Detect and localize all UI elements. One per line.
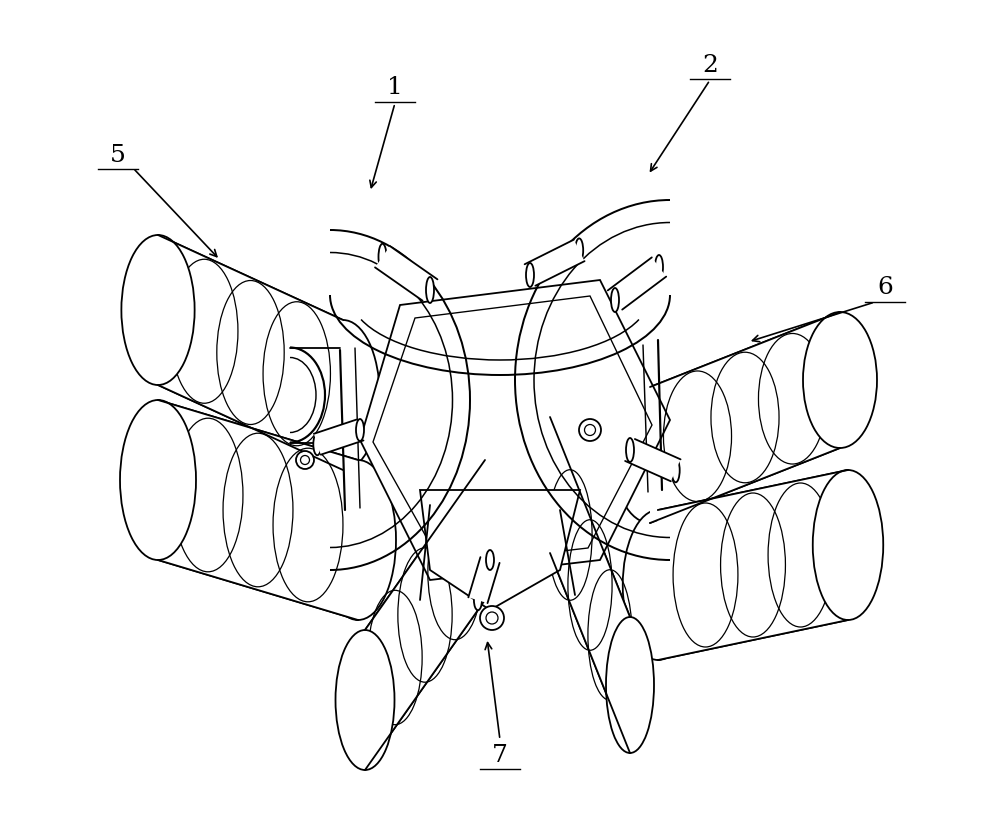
Polygon shape: [468, 557, 500, 603]
Polygon shape: [360, 280, 670, 580]
Ellipse shape: [120, 400, 196, 560]
Ellipse shape: [336, 630, 394, 770]
Polygon shape: [365, 460, 485, 770]
Ellipse shape: [672, 459, 680, 483]
Text: 7: 7: [492, 743, 508, 766]
Polygon shape: [625, 439, 681, 481]
Ellipse shape: [813, 470, 883, 620]
Polygon shape: [158, 235, 343, 470]
Circle shape: [480, 606, 504, 630]
Ellipse shape: [456, 460, 514, 600]
Ellipse shape: [623, 510, 693, 660]
Text: 6: 6: [877, 276, 893, 299]
Text: 5: 5: [110, 144, 126, 167]
Ellipse shape: [121, 235, 195, 385]
Ellipse shape: [320, 460, 396, 620]
Ellipse shape: [613, 387, 687, 523]
Polygon shape: [650, 312, 840, 523]
Polygon shape: [158, 400, 358, 620]
Ellipse shape: [655, 255, 663, 279]
Polygon shape: [375, 246, 437, 300]
Ellipse shape: [486, 550, 494, 570]
Ellipse shape: [626, 438, 634, 462]
Ellipse shape: [526, 263, 534, 287]
Circle shape: [296, 451, 314, 469]
Ellipse shape: [526, 417, 574, 553]
Ellipse shape: [606, 617, 654, 753]
Polygon shape: [658, 470, 848, 660]
Ellipse shape: [474, 590, 482, 610]
Ellipse shape: [611, 288, 619, 312]
Text: 2: 2: [702, 54, 718, 77]
Ellipse shape: [378, 243, 386, 270]
Polygon shape: [420, 490, 580, 610]
Polygon shape: [550, 417, 630, 753]
Polygon shape: [525, 240, 585, 285]
Ellipse shape: [313, 433, 321, 455]
Ellipse shape: [426, 277, 434, 303]
Circle shape: [579, 419, 601, 441]
Ellipse shape: [306, 320, 380, 470]
Ellipse shape: [356, 419, 364, 441]
Ellipse shape: [575, 238, 583, 262]
Polygon shape: [608, 257, 666, 309]
Polygon shape: [314, 420, 363, 455]
Ellipse shape: [803, 312, 877, 448]
Text: 1: 1: [387, 77, 403, 100]
